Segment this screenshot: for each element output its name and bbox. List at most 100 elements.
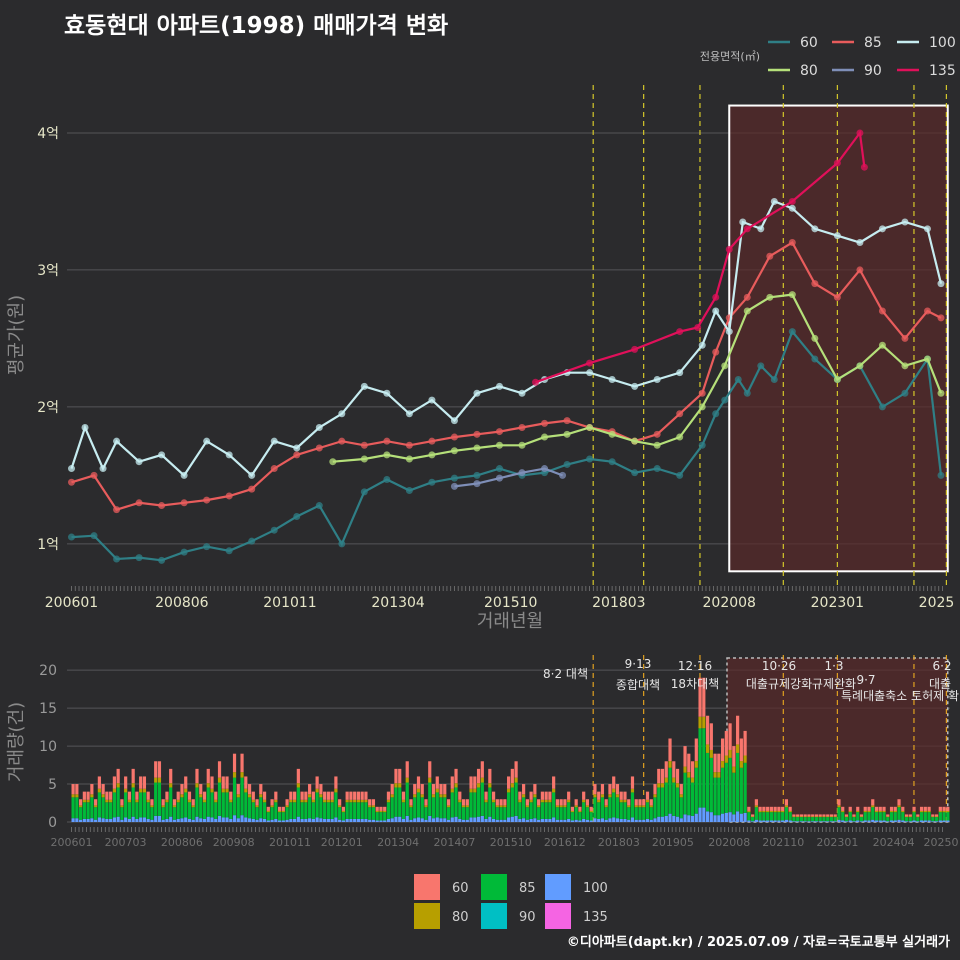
volume-bar-100 <box>293 818 297 822</box>
series-line-135 <box>535 130 866 384</box>
volume-bar-80 <box>484 799 488 803</box>
volume-bar-80 <box>446 805 451 808</box>
volume-bar-60 <box>356 791 361 800</box>
data-point-85 <box>68 478 76 486</box>
volume-bar-100 <box>360 818 364 822</box>
volume-bar-85 <box>274 802 278 819</box>
volume-bar-100 <box>127 818 132 822</box>
volume-bar-60 <box>751 814 755 817</box>
volume-bar-60 <box>450 776 454 789</box>
volume-bar-60 <box>353 791 357 800</box>
volume-bar-80 <box>773 810 777 813</box>
volume-bar-80 <box>634 805 638 808</box>
volume-bar-100 <box>446 819 451 822</box>
volume-bar-85 <box>751 817 755 822</box>
data-point-80 <box>698 403 706 411</box>
data-point-135 <box>532 378 540 386</box>
volume-bar-60 <box>705 715 710 745</box>
volume-bar-60 <box>522 784 526 795</box>
volume-bar-100 <box>202 818 207 822</box>
volume-bar-100 <box>424 819 428 822</box>
data-point-60 <box>586 455 594 463</box>
volume-bar-80 <box>202 799 207 803</box>
data-point-80 <box>563 430 571 438</box>
volume-bar-60 <box>904 814 909 817</box>
volume-bar-85 <box>124 792 128 818</box>
volume-bar-100 <box>262 818 267 822</box>
data-point-80 <box>653 441 661 449</box>
volume-bar-85 <box>394 787 398 817</box>
volume-bar-80 <box>319 794 323 798</box>
volume-bar-60 <box>232 753 237 773</box>
volume-bar-100 <box>146 818 150 822</box>
volume-bar-100 <box>206 816 210 822</box>
volume-bar-100 <box>169 816 173 822</box>
volume-bar-60 <box>499 799 503 806</box>
volume-bar-100 <box>901 820 905 822</box>
data-point-60 <box>203 543 211 551</box>
volume-bar-80 <box>480 777 484 783</box>
volume-bar-80 <box>247 794 252 798</box>
volume-bar-100 <box>488 816 492 822</box>
volume-bar-85 <box>525 807 529 820</box>
policy-annotation: 종합대책 <box>616 677 660 692</box>
volume-bar-100 <box>124 817 128 822</box>
data-point-60 <box>450 474 458 482</box>
data-point-100 <box>653 376 661 384</box>
volume-bar-85 <box>349 802 353 819</box>
volume-bar-100 <box>345 818 349 822</box>
bar-x-tick-label: 20250 <box>923 836 958 849</box>
volume-bar-60 <box>435 776 439 789</box>
volume-bar-100 <box>416 817 421 822</box>
volume-bar-80 <box>281 810 285 813</box>
volume-bar-60 <box>105 791 109 800</box>
volume-bar-60 <box>694 738 698 762</box>
volume-bar-100 <box>311 818 315 822</box>
chart-title: 효동현대 아파트(1998) 매매가격 변화 <box>64 13 449 39</box>
data-point-100 <box>180 471 188 479</box>
volume-bar-100 <box>904 821 909 822</box>
volume-bar-80 <box>368 805 372 808</box>
volume-bar-60 <box>319 784 323 795</box>
volume-bar-100 <box>368 819 372 822</box>
volume-bar-85 <box>600 797 605 819</box>
volume-bar-60 <box>897 799 901 806</box>
volume-bar-85 <box>807 817 811 822</box>
volume-bar-60 <box>649 799 653 806</box>
volume-bar-85 <box>619 802 623 819</box>
volume-bar-85 <box>867 812 871 821</box>
volume-bar-80 <box>912 810 916 813</box>
volume-bar-100 <box>315 817 319 822</box>
volume-bar-80 <box>739 761 743 768</box>
volume-bar-60 <box>180 784 184 795</box>
volume-bar-100 <box>510 816 514 822</box>
volume-bar-80 <box>593 794 597 798</box>
volume-bar-60 <box>713 753 717 773</box>
volume-bar-60 <box>79 799 83 806</box>
volume-bar-100 <box>570 820 575 822</box>
data-point-80 <box>901 362 909 370</box>
volume-bar-85 <box>901 812 905 821</box>
volume-bar-85 <box>341 812 346 821</box>
volume-bar-100 <box>281 820 285 822</box>
volume-bar-85 <box>165 802 169 819</box>
volume-bar-60 <box>946 806 950 811</box>
volume-bar-85 <box>255 807 259 820</box>
volume-bar-80 <box>619 799 623 803</box>
bar-x-tick-label: 202008 <box>708 836 750 849</box>
bar-legend-swatch-80 <box>414 903 440 929</box>
volume-bar-60 <box>525 799 529 806</box>
volume-bar-85 <box>71 797 75 819</box>
data-point-85 <box>743 293 751 301</box>
data-point-85 <box>405 441 413 449</box>
volume-bar-85 <box>634 807 638 820</box>
volume-bar-80 <box>931 816 935 818</box>
volume-bar-100 <box>240 815 244 822</box>
volume-bar-85 <box>510 787 514 817</box>
volume-bar-60 <box>184 776 188 789</box>
volume-bar-80 <box>927 810 931 813</box>
volume-bar-80 <box>525 805 529 808</box>
data-point-85 <box>901 334 909 342</box>
bar-y-tick-label: 20 <box>39 663 57 679</box>
volume-bar-60 <box>856 806 860 811</box>
